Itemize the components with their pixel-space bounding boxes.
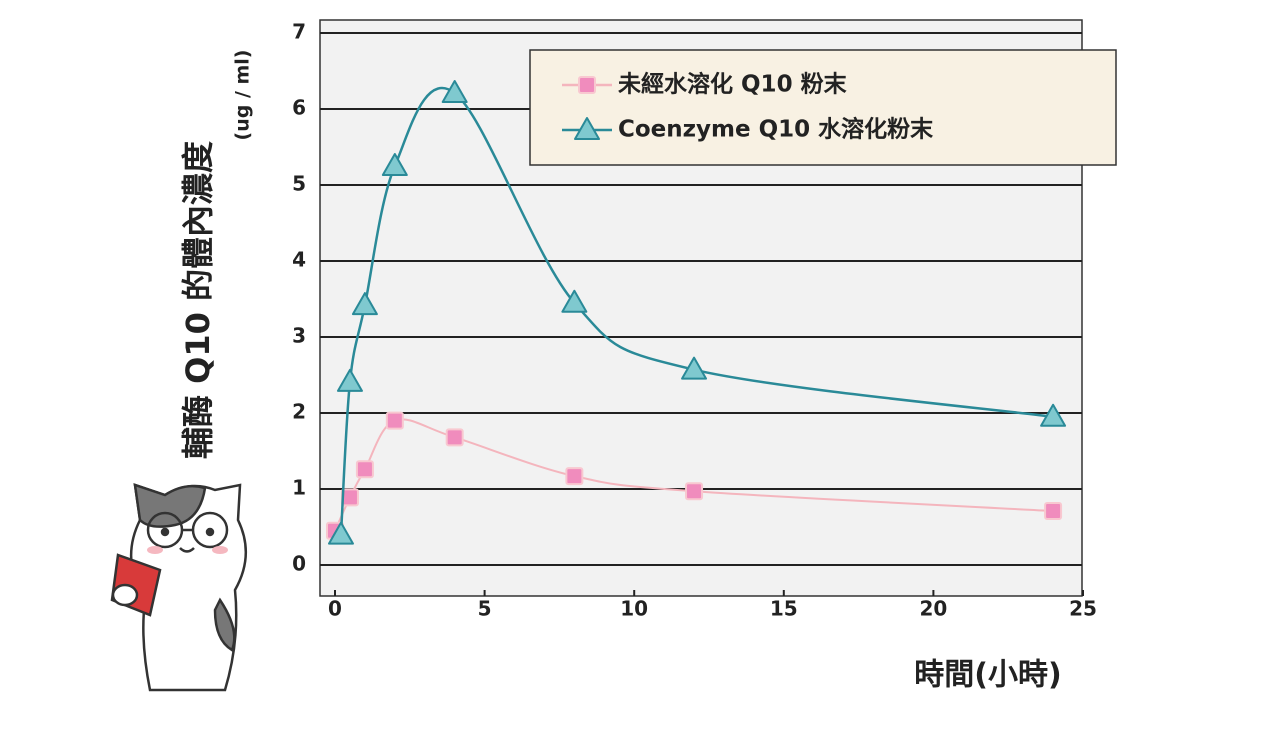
y-tick-label: 6 bbox=[292, 96, 306, 120]
point-marker bbox=[578, 76, 596, 94]
legend-box bbox=[529, 49, 1117, 166]
series-line bbox=[334, 418, 1054, 532]
x-tick-label: 15 bbox=[770, 597, 798, 621]
series-group bbox=[326, 80, 1067, 545]
y-axis-unit: (ug / ml) bbox=[232, 50, 254, 141]
point-marker bbox=[441, 80, 468, 104]
point-marker bbox=[681, 356, 708, 380]
point-marker bbox=[685, 482, 704, 501]
y-tick-label: 3 bbox=[292, 324, 306, 348]
point-marker bbox=[574, 117, 600, 140]
point-marker bbox=[561, 289, 588, 313]
point-marker bbox=[565, 467, 584, 486]
point-marker bbox=[1044, 502, 1063, 521]
point-marker bbox=[381, 153, 408, 176]
legend: 未經水溶化 Q10 粉末 Coenzyme Q10 水溶化粉末 bbox=[529, 49, 1117, 166]
y-tick-label: 1 bbox=[292, 476, 306, 500]
x-tick-label: 20 bbox=[919, 597, 947, 621]
point-marker bbox=[1040, 403, 1067, 427]
y-tick-label: 2 bbox=[292, 400, 306, 424]
x-tick-label: 10 bbox=[620, 597, 648, 621]
y-tick-label: 7 bbox=[292, 20, 306, 44]
x-tick-label: 5 bbox=[478, 597, 492, 621]
x-tick-label: 0 bbox=[328, 597, 342, 621]
y-tick-label: 5 bbox=[292, 172, 306, 196]
y-axis-label: 輔酶 Q10 的體內濃度 bbox=[179, 141, 217, 459]
x-tick-label: 25 bbox=[1069, 597, 1097, 621]
legend-label: Coenzyme Q10 水溶化粉末 bbox=[618, 116, 934, 143]
y-tick-label: 0 bbox=[292, 552, 306, 576]
legend-label: 未經水溶化 Q10 粉末 bbox=[618, 71, 848, 98]
cat-illustration bbox=[110, 483, 248, 692]
grid: 0 1 2 3 4 5 6 7 0 5 10 15 20 25 bbox=[292, 20, 1097, 621]
point-marker bbox=[327, 521, 354, 545]
y-tick-label: 4 bbox=[292, 248, 306, 272]
x-axis-label: 時間(小時) bbox=[914, 658, 1061, 693]
point-marker bbox=[445, 428, 464, 447]
point-marker bbox=[355, 460, 374, 479]
point-marker bbox=[385, 411, 404, 430]
point-marker bbox=[336, 368, 363, 392]
point-marker bbox=[351, 292, 378, 316]
